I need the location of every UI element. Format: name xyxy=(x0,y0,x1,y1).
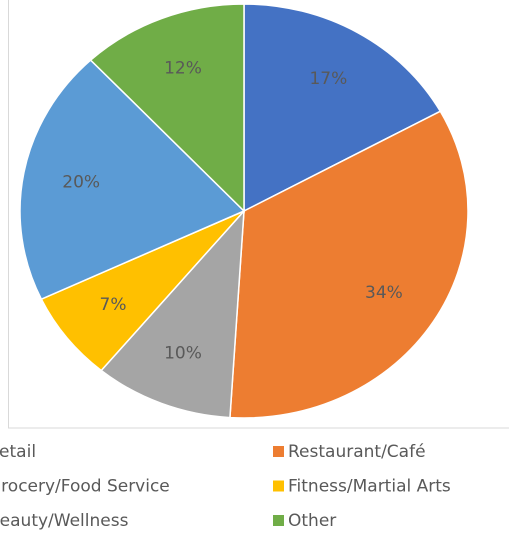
data-label: 17% xyxy=(309,69,347,89)
data-label: 20% xyxy=(62,172,100,192)
legend-label: Other xyxy=(288,511,336,531)
pie-slice xyxy=(229,110,469,419)
legend-label: Retail xyxy=(0,442,36,462)
legend-swatch xyxy=(273,515,284,526)
data-label: 7% xyxy=(100,295,127,315)
pie-slice xyxy=(19,59,246,301)
legend-swatch xyxy=(273,480,284,492)
legend-label: Fitness/Martial Arts xyxy=(288,477,451,497)
pie: 17% 34% 10% 7% 20% 12% xyxy=(19,3,469,419)
legend-label: Restaurant/Café xyxy=(288,442,426,462)
pie-slice xyxy=(89,3,245,213)
legend-label: Grocery/Food Service xyxy=(0,477,170,497)
data-label: 34% xyxy=(365,283,403,303)
data-label: 12% xyxy=(164,59,202,79)
legend-swatch xyxy=(273,446,284,457)
chart-frame xyxy=(8,0,509,429)
legend: Retail Restaurant/Café Grocery/Food Servic… xyxy=(0,442,451,531)
legend-label: Beauty/Wellness xyxy=(0,511,129,531)
data-label: 10% xyxy=(164,343,202,363)
pie-slice xyxy=(243,3,442,213)
pie-slice xyxy=(100,208,245,419)
